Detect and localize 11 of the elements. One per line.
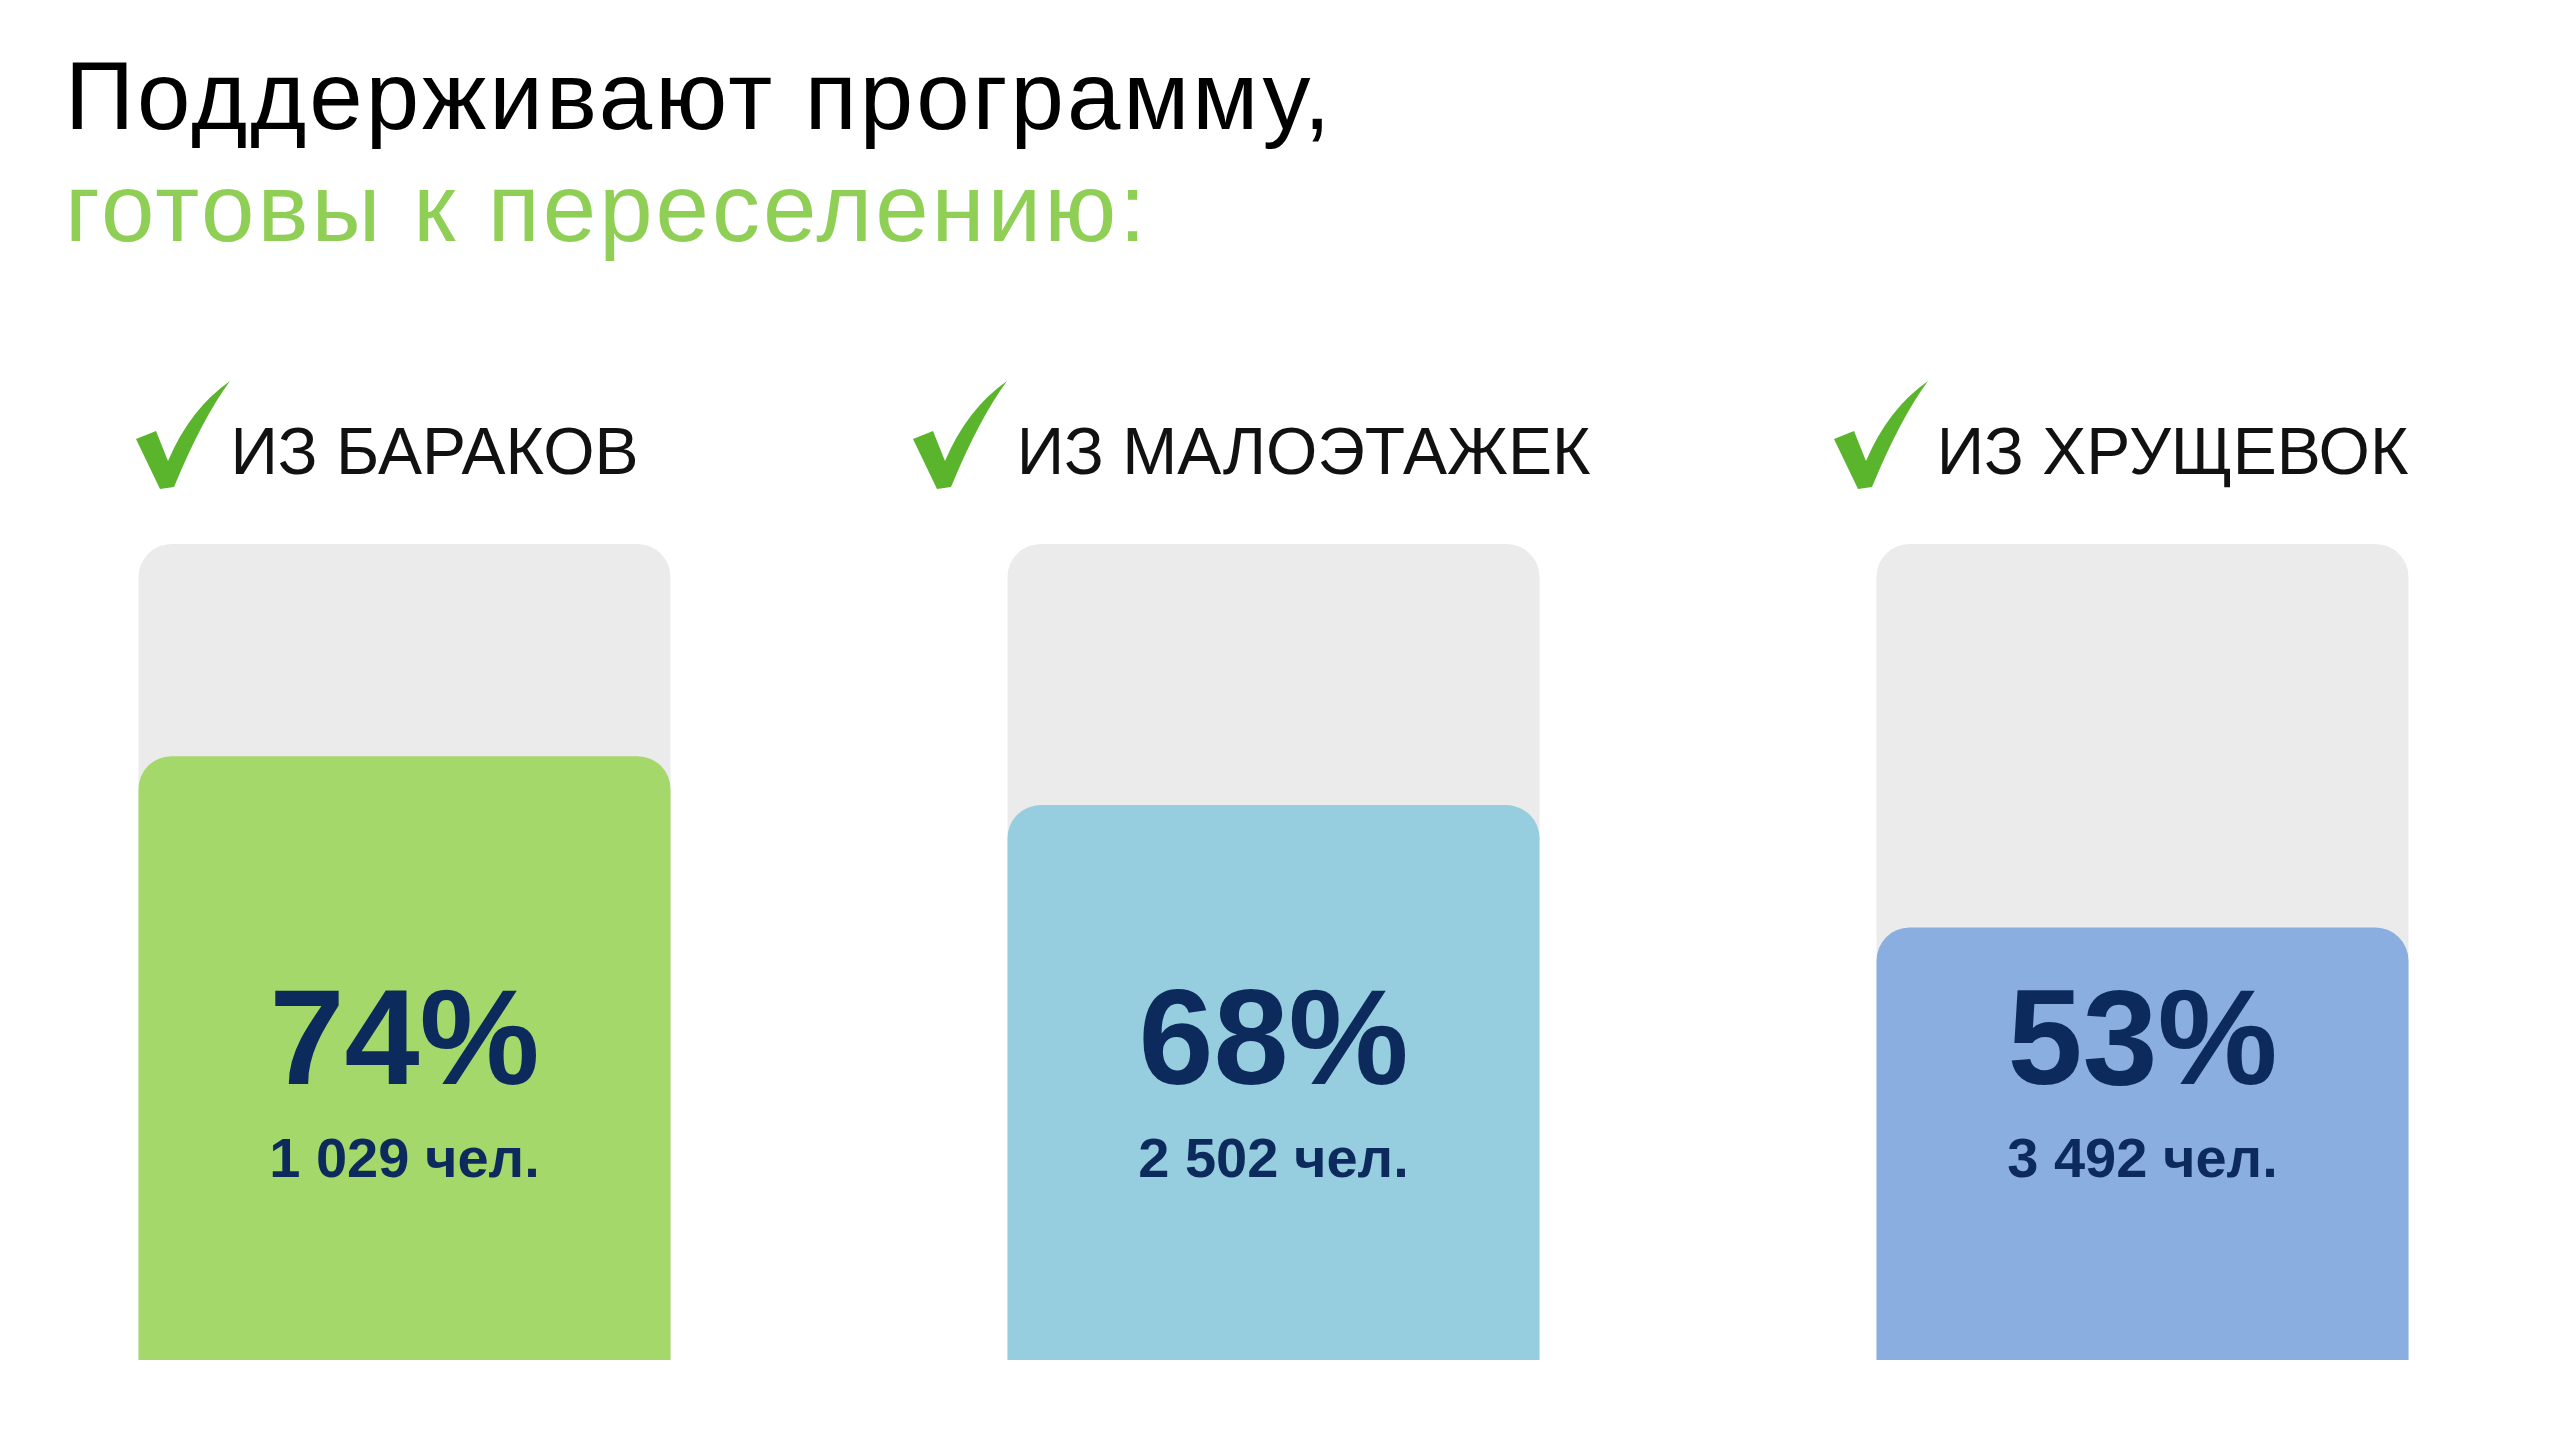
x-tick-label: ИЗ БАРАКОВ <box>230 414 639 488</box>
chart-title: Поддерживают программу, <box>65 41 1334 151</box>
annotation: 1 029 чел. <box>269 1125 540 1189</box>
data-label: 74% <box>269 961 540 1113</box>
x-tick-label: ИЗ МАЛОЭТАЖЕК <box>1016 414 1591 488</box>
x-tick-label: ИЗ ХРУЩЕВОК <box>1936 414 2409 488</box>
chart-subtitle: готовы к переселению: <box>65 153 1150 263</box>
annotation: 2 502 чел. <box>1138 1125 1409 1189</box>
data-label: 68% <box>1138 961 1409 1113</box>
annotation: 3 492 чел. <box>2007 1125 2278 1189</box>
data-label: 53% <box>2007 961 2278 1113</box>
